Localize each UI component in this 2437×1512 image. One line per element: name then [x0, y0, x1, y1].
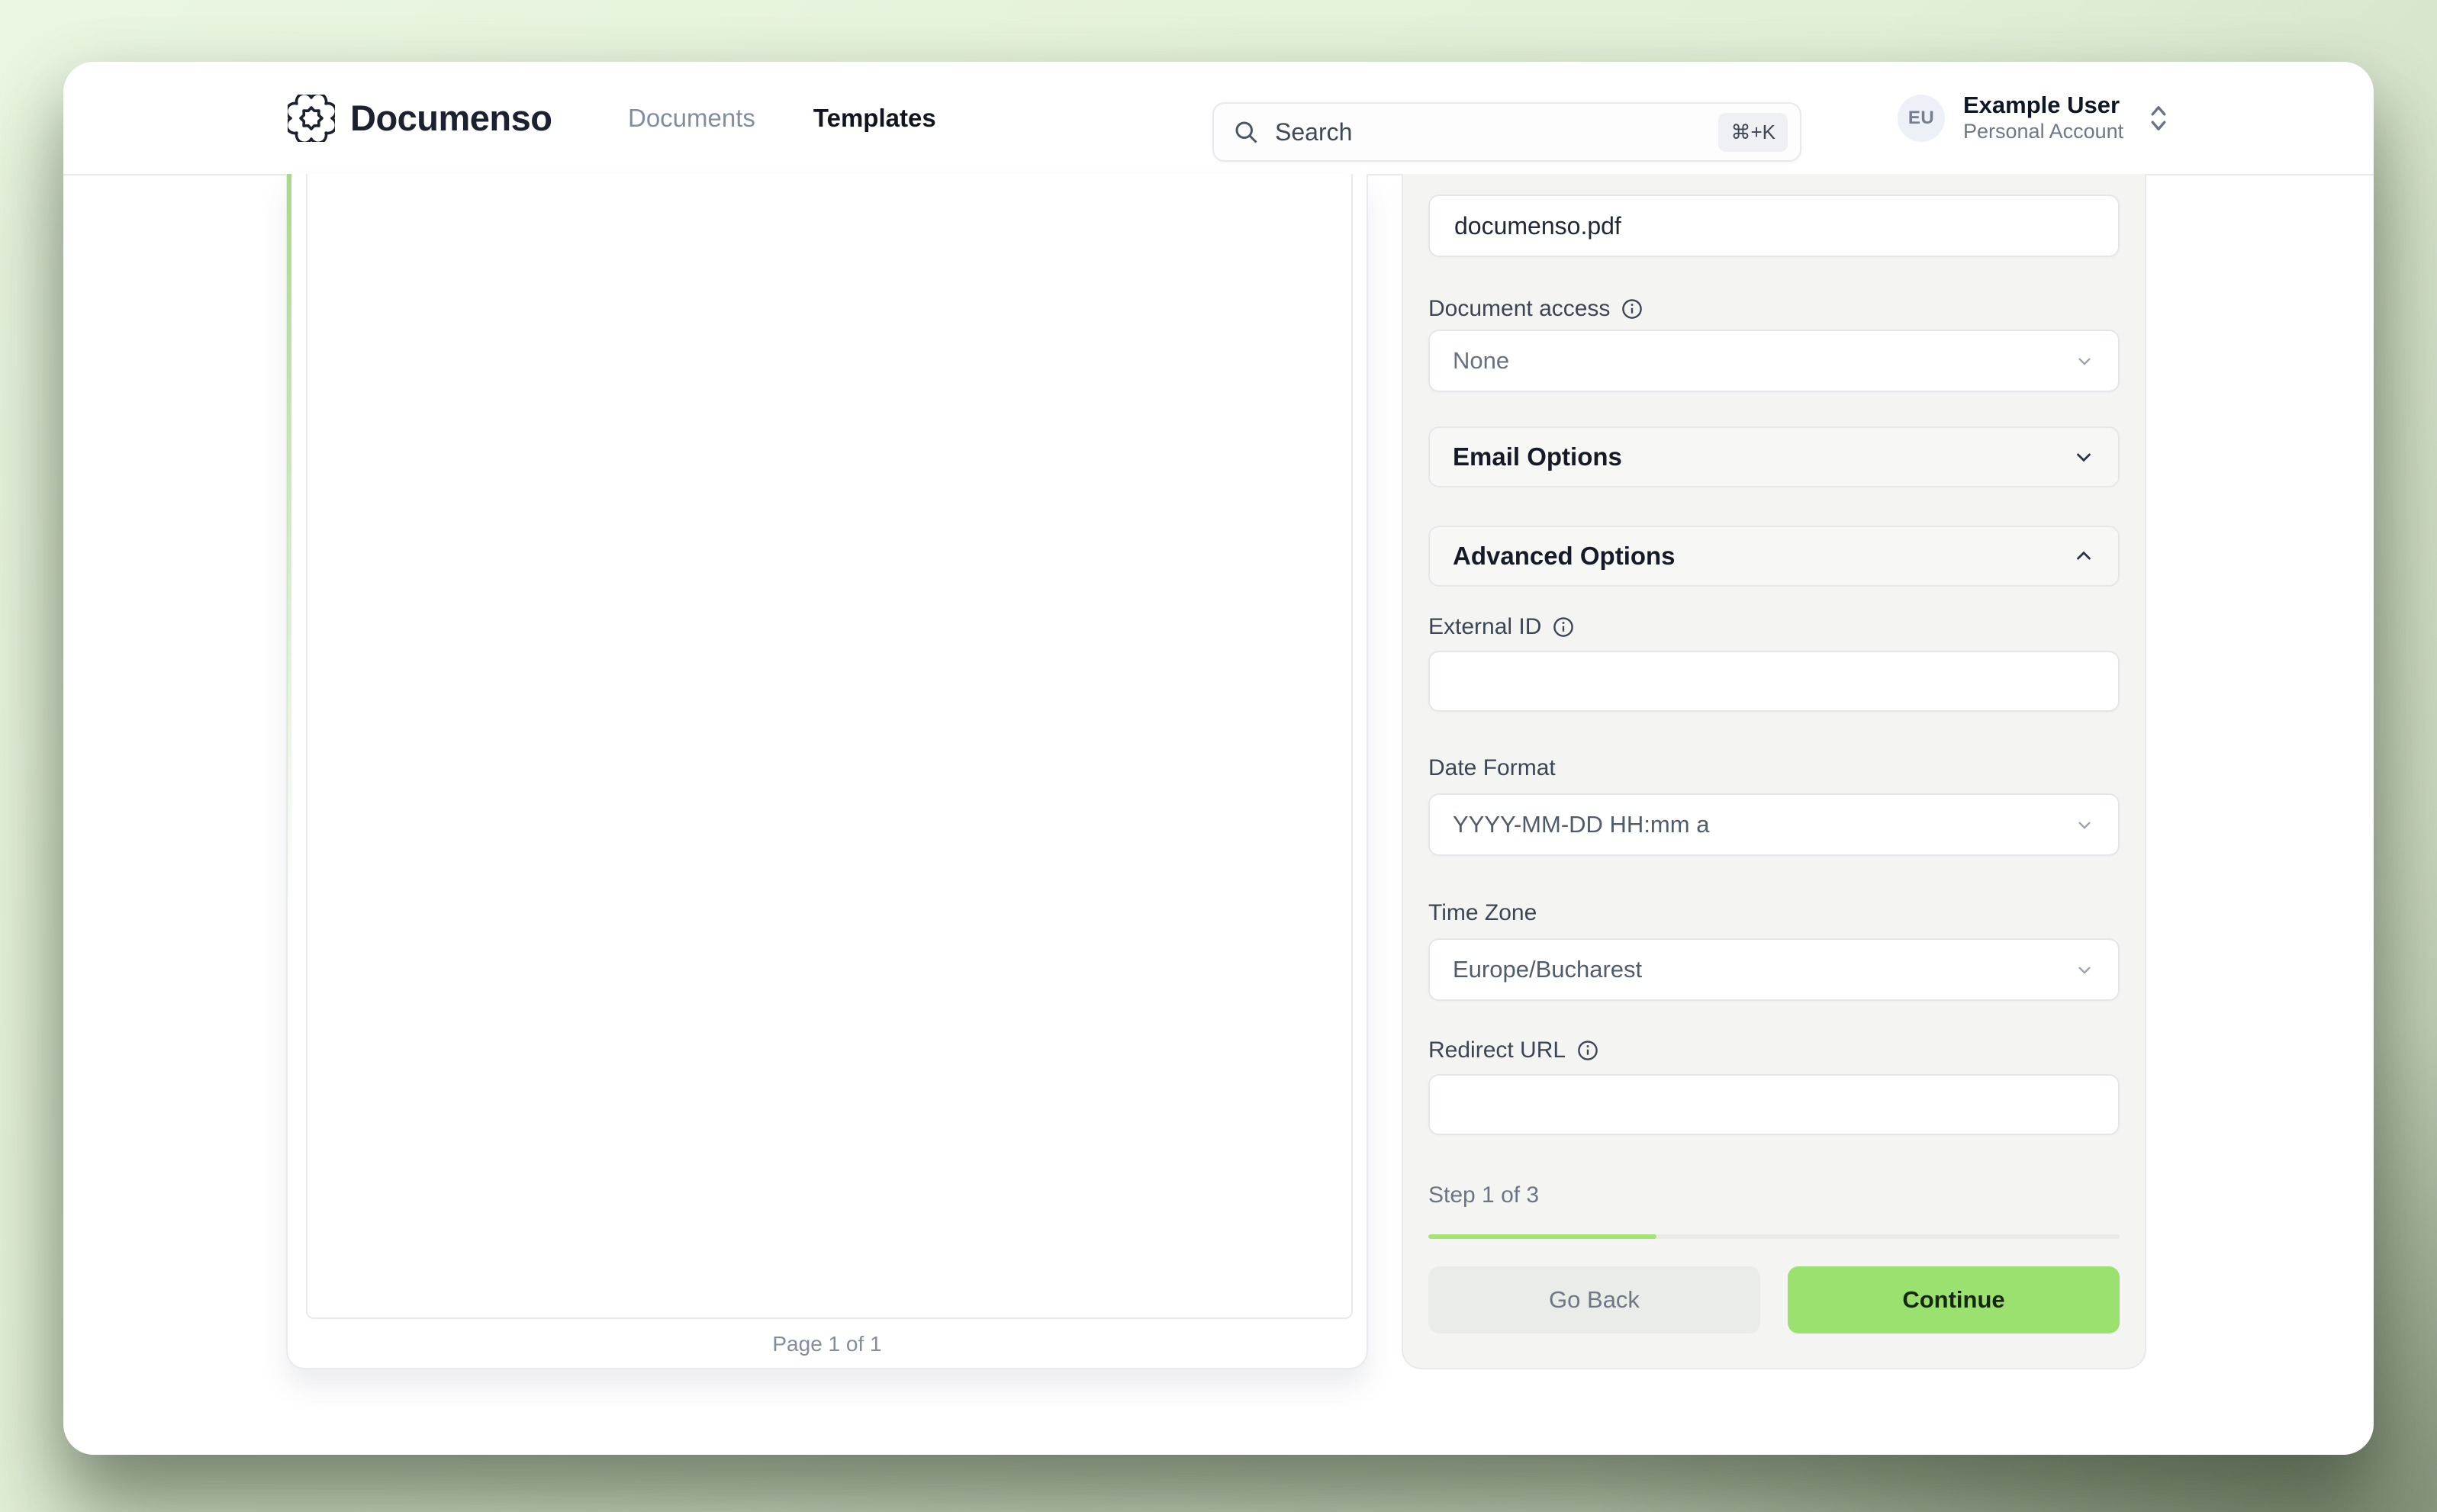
date-format-select[interactable]: YYYY-MM-DD HH:mm a — [1428, 793, 2120, 856]
document-preview-card: Page 1 of 1 — [286, 174, 1368, 1369]
date-format-value: YYYY-MM-DD HH:mm a — [1453, 811, 1710, 838]
redirect-url-input[interactable] — [1453, 1089, 2095, 1120]
step-indicator: Step 1 of 3 — [1428, 1182, 1540, 1208]
time-zone-select[interactable]: Europe/Bucharest — [1428, 938, 2120, 1001]
info-icon[interactable] — [1621, 298, 1643, 320]
brand-logo[interactable]: Documenso — [288, 62, 552, 174]
time-zone-label-text: Time Zone — [1428, 900, 1537, 925]
step-progress-bar — [1428, 1234, 2120, 1239]
external-id-input[interactable] — [1453, 666, 2095, 696]
nav-templates[interactable]: Templates — [813, 103, 936, 132]
time-zone-value: Europe/Bucharest — [1453, 956, 1643, 983]
app-header: Documenso Documents Templates ⌘+K EU Exa… — [63, 62, 2374, 175]
advanced-options-title: Advanced Options — [1453, 542, 1676, 570]
green-accent-stripe — [287, 174, 291, 915]
redirect-url-label-text: Redirect URL — [1428, 1037, 1566, 1063]
advanced-options-accordion[interactable]: Advanced Options — [1428, 526, 2120, 587]
progress-fill — [1428, 1234, 1656, 1239]
info-icon[interactable] — [1576, 1039, 1599, 1062]
info-icon[interactable] — [1552, 616, 1575, 639]
redirect-url-label: Redirect URL — [1428, 1037, 2120, 1063]
chevron-down-icon — [2078, 967, 2091, 974]
app-window: Documenso Documents Templates ⌘+K EU Exa… — [63, 62, 2374, 1455]
email-options-accordion[interactable]: Email Options — [1428, 426, 2120, 487]
chevron-down-icon — [2078, 358, 2091, 365]
nav-documents[interactable]: Documents — [628, 103, 755, 132]
date-format-label: Date Format — [1428, 755, 2120, 781]
go-back-button[interactable]: Go Back — [1428, 1266, 1760, 1333]
continue-button[interactable]: Continue — [1788, 1266, 2120, 1333]
chevron-up-down-icon — [2151, 105, 2166, 130]
document-access-select[interactable]: None — [1428, 330, 2120, 392]
form-actions: Go Back Continue — [1428, 1266, 2120, 1333]
redirect-url-field-box — [1428, 1074, 2120, 1135]
chevron-down-icon — [2078, 822, 2091, 829]
avatar: EU — [1898, 94, 1945, 142]
main-nav: Documents Templates — [628, 62, 936, 174]
external-id-label-text: External ID — [1428, 614, 1542, 639]
chevron-up-icon — [2077, 551, 2091, 560]
time-zone-label: Time Zone — [1428, 900, 2120, 926]
search-icon — [1235, 121, 1257, 143]
title-field-box — [1428, 195, 2120, 257]
document-title-input[interactable] — [1453, 211, 2095, 241]
page-indicator: Page 1 of 1 — [772, 1332, 882, 1356]
user-account-type: Personal Account — [1963, 119, 2124, 143]
user-menu[interactable]: EU Example User Personal Account — [1898, 62, 2171, 174]
date-format-label-text: Date Format — [1428, 755, 1556, 780]
pdf-page — [306, 174, 1353, 1319]
chevron-down-icon — [2077, 453, 2091, 462]
search-bar[interactable]: ⌘+K — [1212, 102, 1801, 162]
document-access-label-text: Document access — [1428, 296, 1611, 321]
configure-document-panel: Document access None Email Options Advan… — [1402, 174, 2146, 1369]
document-access-value: None — [1453, 347, 1510, 374]
user-name: Example User — [1963, 92, 2120, 119]
email-options-title: Email Options — [1453, 442, 1622, 471]
document-access-label: Document access — [1428, 296, 2120, 322]
brand-name: Documenso — [350, 98, 552, 138]
external-id-label: External ID — [1428, 614, 2120, 640]
external-id-field-box — [1428, 651, 2120, 712]
documenso-seal-icon — [288, 94, 335, 142]
search-input[interactable] — [1273, 117, 1719, 147]
search-shortcut-badge: ⌘+K — [1718, 112, 1788, 152]
